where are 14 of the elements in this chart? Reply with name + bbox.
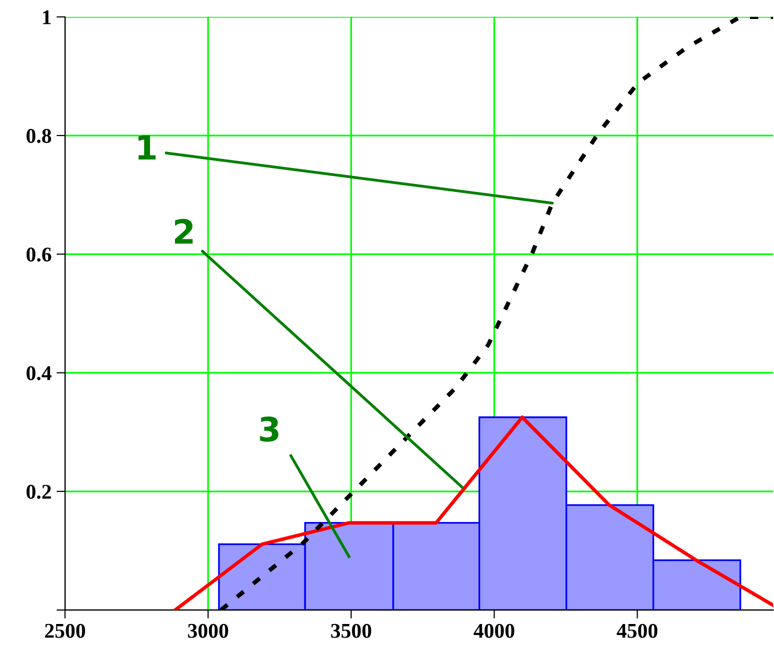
x-tick-label: 4000 [474,624,514,638]
annotation: 3 [260,416,278,442]
y-tick-label: 0.8 [26,128,52,144]
x-tick-label: 3000 [188,624,228,638]
line-series [173,416,774,610]
x-tick-label: 2500 [45,624,86,638]
annotation: 1 [138,135,156,160]
y-tick-label: 1 [43,10,51,24]
y-tick-label: 0.4 [26,366,52,380]
y-tick-label: 0.2 [26,484,51,499]
y-tick-label: 0.6 [26,248,52,262]
annotation: 2 [174,218,193,244]
x-tick-label: 4500 [616,624,658,638]
x-tick-label: 3500 [331,624,372,638]
